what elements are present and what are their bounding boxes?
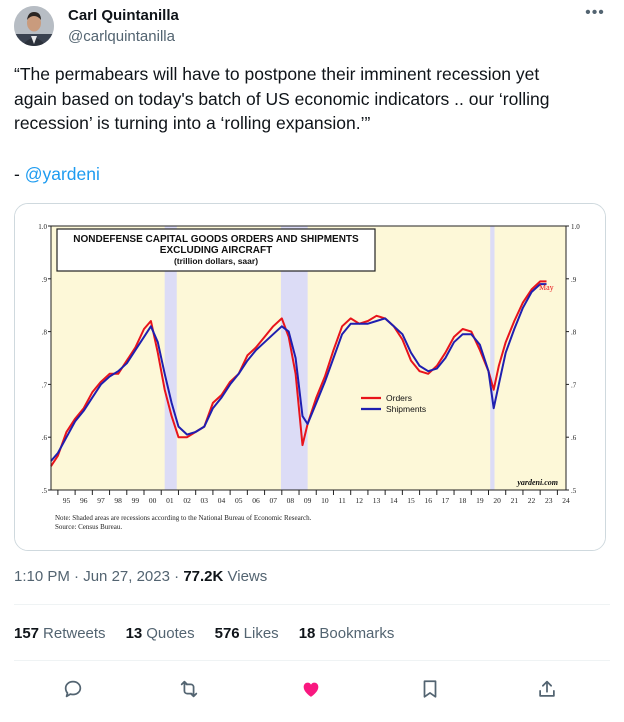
y-tick-label-right: .6 [571,434,577,442]
tweet-stats: 157 Retweets 13 Quotes 576 Likes 18 Bookmark… [14,625,394,642]
tweet-text-line: recession’ is turning into a ‘rolling ex… [14,113,371,133]
x-tick-label: 12 [356,496,364,505]
x-tick-label: 19 [476,496,484,505]
stat-count: 157 [14,625,40,642]
stat-label: Likes [243,625,279,642]
chart-watermark: yardeni.com [516,478,558,487]
stat-label: Bookmarks [319,625,395,642]
x-tick-label: 02 [183,496,191,505]
x-tick-label: 13 [373,496,381,505]
stat-quotes[interactable]: 13 Quotes [126,625,195,642]
x-tick-label: 16 [424,496,432,505]
x-tick-label: 11 [338,496,345,505]
x-tick-label: 22 [528,496,536,505]
x-tick-label: 21 [511,496,519,505]
x-tick-label: 15 [407,496,415,505]
author-display-name[interactable]: Carl Quintanilla [68,7,179,24]
y-tick-label: .7 [42,381,48,389]
x-tick-label: 04 [218,496,226,505]
reply-icon[interactable] [60,676,86,702]
author-handle[interactable]: @carlquintanilla [68,28,175,45]
action-bar [14,676,610,702]
chart-source: Source: Census Bureau. [55,523,122,531]
x-tick-label: 14 [390,496,398,505]
bookmark-icon[interactable] [417,676,443,702]
chart-title-line2: EXCLUDING AIRCRAFT [160,245,272,256]
y-tick-label: .8 [42,329,48,337]
tweet-date[interactable]: Jun 27, 2023 [83,568,170,585]
x-tick-label: 99 [132,496,140,505]
stat-likes[interactable]: 576 Likes [215,625,279,642]
y-tick-label: .5 [42,487,48,495]
tweet-text-line: again based on today's batch of US econo… [14,88,550,109]
y-tick-label-right: 1.0 [571,223,580,231]
series-line-shipments [50,283,547,462]
like-icon[interactable] [298,676,324,702]
x-tick-label: 09 [304,496,312,505]
y-tick-label: .6 [42,434,48,442]
legend-orders-label: Orders [386,393,412,403]
tweet-image[interactable]: NONDEFENSE CAPITAL GOODS ORDERS AND SHIP… [14,203,606,551]
y-tick-label: .9 [42,276,48,284]
series-line-orders [50,280,547,467]
tweet-time[interactable]: 1:10 PM [14,568,70,585]
x-tick-label: 07 [269,496,277,505]
tweet-text-line: “The permabears will have to postpone th… [14,64,540,84]
y-tick-label-right: .8 [571,329,577,337]
stat-count: 18 [298,625,316,642]
views-count: 77.2K [183,568,224,585]
x-tick-label: 10 [321,496,329,505]
chart-end-annotation: May [539,283,554,292]
y-tick-label-right: .5 [571,487,577,495]
tweet-signature: - @yardeni [14,164,100,185]
recession-band [490,226,495,490]
chart-subtitle: (trillion dollars, saar) [174,256,258,266]
more-icon[interactable]: ••• [585,4,605,21]
y-tick-label-right: .7 [571,381,577,389]
divider [14,604,610,605]
tweet-header: Carl Quintanilla @carlquintanilla ••• [14,4,614,52]
x-tick-label: 95 [63,496,71,505]
x-tick-label: 97 [97,496,105,505]
x-tick-label: 17 [442,496,450,505]
x-tick-label: 00 [149,496,157,505]
chart-title: NONDEFENSE CAPITAL GOODS ORDERS AND SHIP… [73,234,359,245]
y-tick-label-right: .9 [571,276,577,284]
tweet-meta: 1:10 PM · Jun 27, 2023 · 77.2K Views [14,568,268,585]
stat-label: Retweets [43,625,106,642]
x-tick-label: 06 [252,496,260,505]
chart-note: Note: Shaded areas are recessions accord… [55,514,312,522]
stat-retweets[interactable]: 157 Retweets [14,625,106,642]
x-tick-label: 01 [166,496,174,505]
retweet-icon[interactable] [176,676,202,702]
x-tick-label: 24 [562,496,570,505]
x-tick-label: 03 [201,496,209,505]
y-tick-label: 1.0 [38,223,47,231]
signature-prefix: - [14,164,25,184]
stat-bookmarks[interactable]: 18 Bookmarks [299,625,395,642]
stat-count: 13 [125,625,143,642]
x-tick-label: 23 [545,496,553,505]
x-tick-label: 05 [235,496,243,505]
x-tick-label: 98 [114,496,122,505]
views-label: Views [227,568,268,585]
chart: NONDEFENSE CAPITAL GOODS ORDERS AND SHIP… [15,204,605,550]
legend-shipments-label: Shipments [386,404,426,414]
x-tick-label: 08 [287,496,295,505]
mention-link[interactable]: @yardeni [24,164,100,184]
chart-title-box [56,228,376,272]
share-icon[interactable] [534,676,560,702]
stat-label: Quotes [146,625,195,642]
avatar[interactable] [14,6,54,46]
divider [14,660,610,661]
x-tick-label: 18 [459,496,467,505]
stat-count: 576 [214,625,240,642]
x-tick-label: 20 [493,496,501,505]
x-tick-label: 96 [80,496,88,505]
chart-legend: Orders Shipments [361,393,426,414]
tweet-text: “The permabears will have to postpone th… [14,62,614,136]
